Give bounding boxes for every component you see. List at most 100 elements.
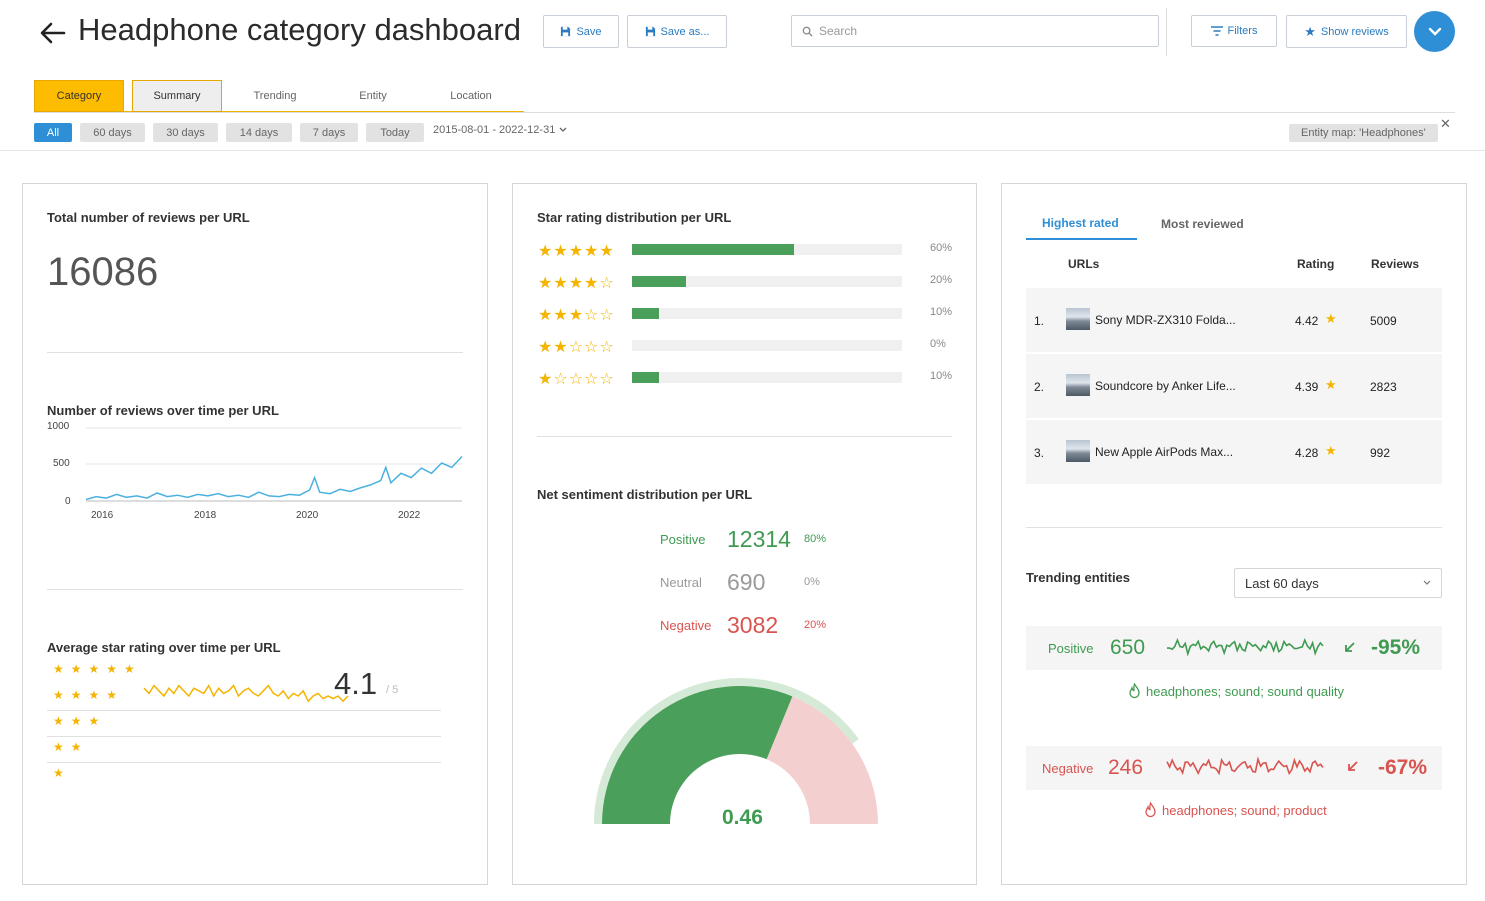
tab-location[interactable]: Location bbox=[450, 90, 492, 102]
star-row-label: ★★★★★ bbox=[538, 243, 615, 260]
star-icon: ★ bbox=[1304, 23, 1316, 39]
avg-rating-title: Average star rating over time per URL bbox=[47, 640, 281, 655]
product-reviews: 5009 bbox=[1370, 314, 1397, 328]
product-reviews: 2823 bbox=[1370, 380, 1397, 394]
filter-14-days[interactable]: 14 days bbox=[226, 123, 292, 142]
bar-track bbox=[632, 372, 902, 383]
tab-trending[interactable]: Trending bbox=[253, 90, 297, 102]
negative-pct: 20% bbox=[804, 619, 827, 631]
product-rating: 4.28 bbox=[1295, 446, 1319, 460]
back-arrow-icon[interactable] bbox=[38, 18, 68, 48]
trend-positive-count: 650 bbox=[1110, 636, 1146, 659]
neutral-pct: 0% bbox=[804, 576, 820, 588]
trend-negative-count: 246 bbox=[1108, 756, 1144, 779]
show-reviews-button[interactable]: ★ Show reviews bbox=[1286, 15, 1407, 48]
filter-today[interactable]: Today bbox=[366, 123, 424, 142]
star-distribution-title: Star rating distribution per URL bbox=[537, 210, 732, 225]
date-range-label: 2015-08-01 - 2022-12-31 bbox=[433, 124, 556, 136]
star-row-label: ★★★☆☆ bbox=[538, 307, 615, 324]
negative-label: Negative bbox=[660, 618, 712, 633]
product-name[interactable]: Sony MDR-ZX310 Folda... bbox=[1095, 313, 1236, 327]
rating-gridline bbox=[47, 762, 441, 763]
star-bar bbox=[632, 308, 659, 319]
date-range-picker[interactable]: 2015-08-01 - 2022-12-31 bbox=[433, 124, 567, 136]
trend-positive-tags-text: headphones; sound; sound quality bbox=[1146, 683, 1345, 699]
filters-label: Filters bbox=[1227, 25, 1258, 37]
sparkline-series bbox=[1166, 637, 1324, 657]
star-bar-pct: 20% bbox=[930, 274, 953, 286]
arrow-down-left-icon bbox=[1348, 761, 1358, 771]
bar-track bbox=[632, 244, 902, 255]
tab-summary[interactable]: Summary bbox=[132, 80, 222, 112]
product-name[interactable]: New Apple AirPods Max... bbox=[1095, 445, 1234, 459]
total-reviews-value: 16086 bbox=[47, 250, 159, 294]
panel-reviews bbox=[22, 183, 488, 885]
tab-most-reviewed[interactable]: Most reviewed bbox=[1161, 217, 1244, 231]
filter-60-days[interactable]: 60 days bbox=[80, 123, 145, 142]
search-icon bbox=[802, 26, 813, 37]
filter-30-days[interactable]: 30 days bbox=[153, 123, 218, 142]
x-tick-2020: 2020 bbox=[296, 510, 319, 521]
filter-7-days[interactable]: 7 days bbox=[300, 123, 358, 142]
tabs-underline bbox=[34, 112, 1455, 113]
close-icon[interactable]: ✕ bbox=[1440, 116, 1451, 131]
sentiment-title: Net sentiment distribution per URL bbox=[537, 487, 753, 502]
ranking-row[interactable] bbox=[1026, 354, 1442, 418]
tab-category[interactable]: Category bbox=[34, 80, 124, 112]
rating-gridline bbox=[47, 710, 441, 711]
positive-sparkline bbox=[1166, 637, 1324, 657]
five-star-row: ★★★★★ bbox=[53, 662, 142, 676]
y-tick-1000: 1000 bbox=[47, 421, 70, 432]
avg-rating-max: / 5 bbox=[386, 684, 399, 696]
avg-rating-series-line bbox=[143, 684, 349, 703]
chevron-down-icon bbox=[1423, 580, 1431, 585]
star-bar-pct: 10% bbox=[930, 370, 953, 382]
product-thumbnail bbox=[1066, 440, 1090, 462]
net-sentiment-value: 0.46 bbox=[722, 806, 763, 829]
positive-pct: 80% bbox=[804, 533, 827, 545]
ranking-row[interactable] bbox=[1026, 288, 1442, 352]
rank-number: 3. bbox=[1034, 446, 1045, 460]
save-label: Save bbox=[576, 25, 602, 38]
bar-track bbox=[632, 308, 902, 319]
divider bbox=[537, 436, 952, 437]
filter-all[interactable]: All bbox=[34, 123, 72, 142]
avg-rating-value: 4.1 bbox=[334, 666, 378, 701]
neutral-label: Neutral bbox=[660, 575, 702, 590]
tab-highest-rated[interactable]: Highest rated bbox=[1042, 216, 1119, 230]
star-row-label: ★★★★☆ bbox=[538, 275, 615, 292]
positive-count: 12314 bbox=[727, 526, 791, 552]
filters-button[interactable]: Filters bbox=[1191, 15, 1277, 47]
divider bbox=[47, 352, 463, 353]
trending-positive-box bbox=[1026, 626, 1442, 670]
trend-negative-tags-text: headphones; sound; product bbox=[1162, 802, 1327, 818]
flame-icon bbox=[1129, 683, 1140, 699]
ranking-row[interactable] bbox=[1026, 420, 1442, 484]
bar-track bbox=[632, 340, 902, 351]
show-reviews-label: Show reviews bbox=[1320, 25, 1389, 38]
trend-positive-label: Positive bbox=[1048, 641, 1094, 656]
two-star-row: ★★ bbox=[53, 740, 89, 754]
expand-menu-button[interactable] bbox=[1414, 11, 1455, 52]
neutral-count: 690 bbox=[727, 569, 766, 595]
save-button[interactable]: Save bbox=[543, 15, 619, 48]
star-icon: ★ bbox=[1325, 443, 1337, 458]
panel-ratings bbox=[512, 183, 977, 885]
reviews-over-time-title: Number of reviews over time per URL bbox=[47, 403, 279, 418]
search-box[interactable] bbox=[791, 15, 1159, 47]
product-thumbnail bbox=[1066, 374, 1090, 396]
period-select[interactable]: Last 60 days bbox=[1234, 568, 1442, 598]
rank-number: 2. bbox=[1034, 380, 1045, 394]
y-tick-500: 500 bbox=[53, 458, 70, 469]
negative-sparkline bbox=[1166, 756, 1324, 776]
save-as-button[interactable]: Save as... bbox=[627, 15, 727, 48]
search-input[interactable] bbox=[819, 24, 1139, 38]
product-name[interactable]: Soundcore by Anker Life... bbox=[1095, 379, 1236, 393]
product-reviews: 992 bbox=[1370, 446, 1391, 460]
rank-number: 1. bbox=[1034, 314, 1045, 328]
negative-count: 3082 bbox=[727, 612, 779, 638]
tab-entity[interactable]: Entity bbox=[359, 90, 387, 102]
star-icon: ★ bbox=[1325, 377, 1337, 392]
product-rating: 4.42 bbox=[1295, 314, 1319, 328]
star-row-label: ★☆☆☆☆ bbox=[538, 371, 615, 388]
